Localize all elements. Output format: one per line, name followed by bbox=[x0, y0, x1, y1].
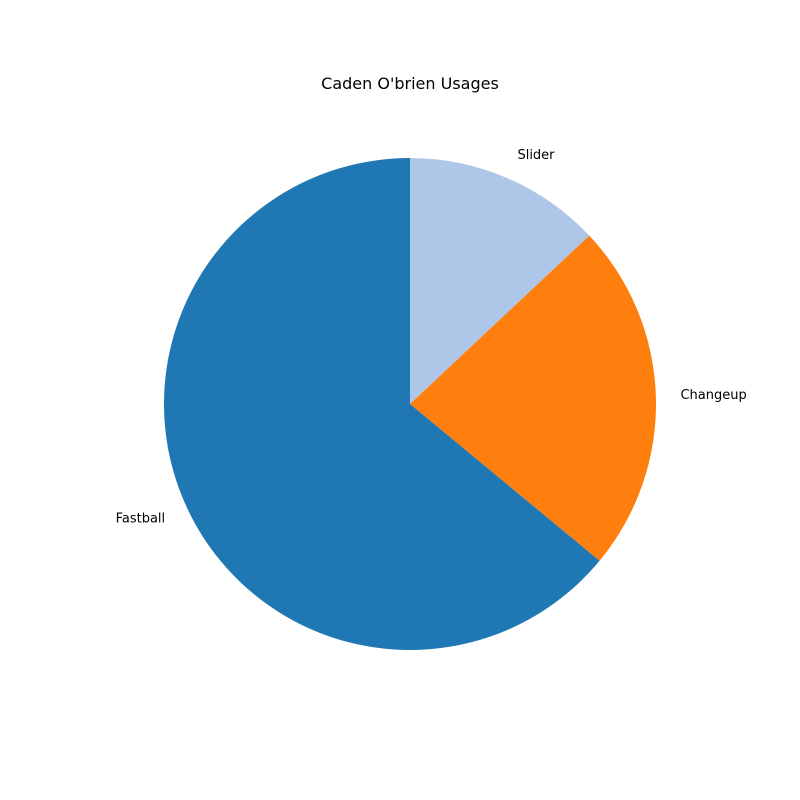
pie-slice-changeup bbox=[410, 235, 656, 561]
pie-label-slider: Slider bbox=[517, 148, 555, 163]
pie-slice-fastball bbox=[163, 158, 600, 650]
chart-title: Caden O'brien Usages bbox=[321, 74, 499, 93]
pie-label-fastball: Fastball bbox=[116, 512, 166, 527]
pie-slice-slider bbox=[410, 158, 590, 404]
pie-labels: Slider Changeup Fastball bbox=[116, 148, 747, 527]
pie-label-changeup: Changeup bbox=[680, 388, 746, 403]
pie-slices bbox=[163, 158, 656, 650]
